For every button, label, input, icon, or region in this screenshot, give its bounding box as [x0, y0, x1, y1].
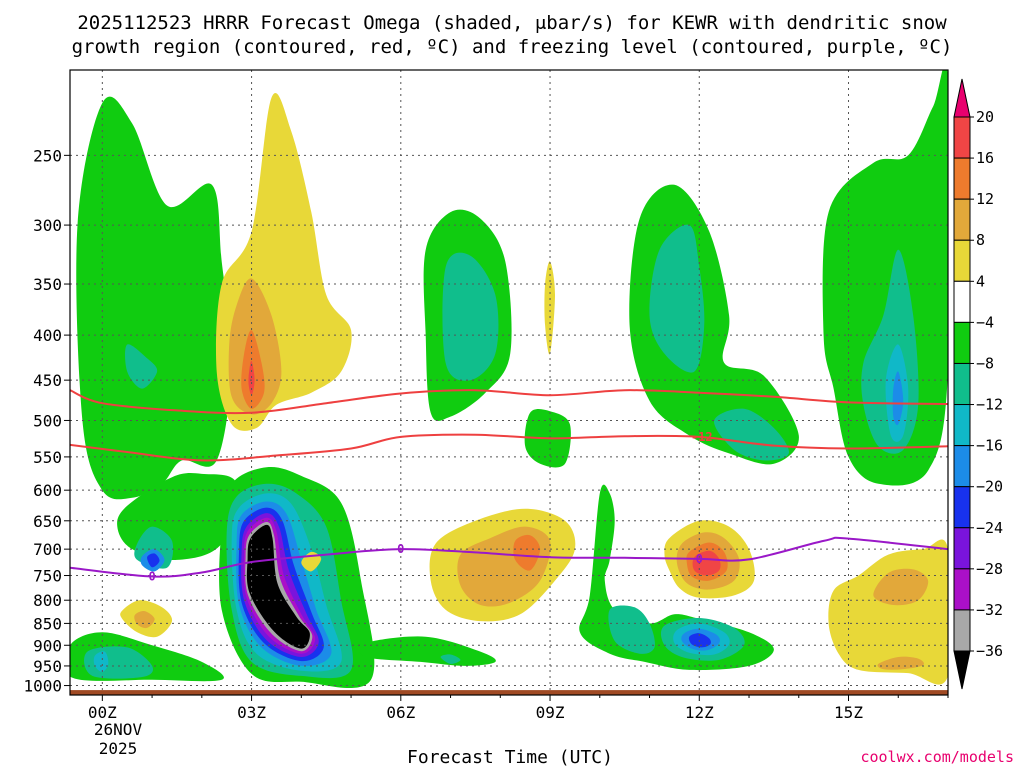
colorbar-segment-7 [953, 404, 971, 447]
x-tick-label-00Z: 00Z [88, 703, 117, 722]
x-tick-label-06Z: 06Z [386, 703, 415, 722]
freezing-label-06z: 0 [397, 542, 404, 556]
omega-region-31 [608, 605, 655, 654]
ground-surface [70, 690, 948, 695]
colorbar-label-12: 12 [976, 190, 994, 208]
x-axis-title: Forecast Time (UTC) [407, 747, 613, 768]
colorbar-label--4: −4 [976, 313, 994, 331]
colorbar-segment-1 [953, 157, 971, 200]
y-tick-label-600: 600 [33, 481, 62, 500]
chart-title-line-1: 2025112523 HRRR Forecast Omega (shaded, … [77, 12, 947, 34]
omega-region-54 [877, 656, 924, 670]
freezing-level-contour [70, 536, 948, 578]
omega-region-24 [649, 224, 705, 373]
plot-frame [69, 69, 949, 696]
omega-region-5 [147, 553, 160, 568]
omega-region-19 [442, 252, 499, 381]
colorbar-segment-8 [953, 445, 971, 488]
colorbar-segment-12 [953, 609, 971, 652]
y-tick-label-700: 700 [33, 540, 62, 559]
omega-region-47 [513, 534, 541, 571]
x-tick-label-15Z: 15Z [834, 703, 863, 722]
omega-region-40 [248, 360, 255, 396]
y-tick-label-550: 550 [33, 448, 62, 467]
x-tick-label-12Z: 12Z [685, 703, 714, 722]
chart-title-line-2: growth region (contoured, red, ºC) and f… [72, 36, 953, 58]
x-sublabel-year: 2025 [99, 739, 138, 758]
y-tick-label-400: 400 [33, 326, 62, 345]
pressure-axis: 250 300 350 400 450 500 550 600 650 700 750 800 850 9… [23, 146, 70, 696]
colorbar-label--24: −24 [976, 519, 1003, 537]
y-tick-label-950: 950 [33, 657, 62, 676]
x-tick-label-03Z: 03Z [237, 703, 266, 722]
omega-region-53 [873, 568, 929, 606]
time-axis: 00Z 03Z 06Z 09Z 12Z 15Z [88, 695, 949, 722]
omega-region-20 [358, 636, 496, 666]
colorbar-segment-4 [953, 280, 971, 323]
colorbar-segment-2 [953, 198, 971, 241]
dgz-lower-label: -12 [691, 430, 713, 444]
omega-region-0 [76, 96, 232, 500]
dgz-upper-contour [70, 389, 948, 415]
colorbar-segment-5 [953, 321, 971, 364]
freezing-label-00z: 0 [148, 570, 155, 584]
x-sublabel-date: 26NOV [94, 720, 143, 739]
omega-region-44 [544, 261, 555, 355]
y-tick-label-500: 500 [33, 411, 62, 430]
colorbar-label--32: −32 [976, 601, 1003, 619]
omega-region-8 [93, 651, 109, 672]
colorbar-label--28: −28 [976, 560, 1003, 578]
colorbar-label--20: −20 [976, 478, 1003, 496]
colorbar-label--16: −16 [976, 437, 1003, 455]
y-tick-label-300: 300 [33, 216, 62, 235]
y-tick-label-1000: 1000 [23, 677, 62, 696]
omega-region-1 [125, 344, 158, 389]
y-tick-label-800: 800 [33, 591, 62, 610]
colorbar-label--36: −36 [976, 642, 1003, 660]
y-tick-label-850: 850 [33, 614, 62, 633]
colorbar-top-arrow [953, 78, 971, 118]
colorbar-label--12: −12 [976, 396, 1003, 414]
y-tick-label-650: 650 [33, 512, 62, 531]
colorbar-label-4: 4 [976, 272, 985, 290]
colorbar-bottom-arrow [953, 650, 971, 690]
dgz-lower-contour [70, 433, 948, 462]
colorbar-label-16: 16 [976, 149, 994, 167]
credit-text: coolwx.com/models [860, 748, 1014, 766]
freezing-label-12z: 0 [696, 552, 703, 566]
colorbar-segment-3 [953, 239, 971, 282]
colorbar-segment-11 [953, 568, 971, 611]
x-tick-label-09Z: 09Z [536, 703, 565, 722]
y-tick-label-750: 750 [33, 567, 62, 586]
omega-region-25 [714, 408, 790, 461]
omega-region-21 [440, 654, 461, 664]
omega-region-29 [892, 371, 904, 426]
y-tick-label-350: 350 [33, 275, 62, 294]
y-tick-label-450: 450 [33, 371, 62, 390]
temperature-contours: -12 0 0 0 [70, 389, 948, 584]
colorbar-label-8: 8 [976, 231, 985, 249]
omega-region-35 [688, 633, 711, 648]
y-tick-label-900: 900 [33, 636, 62, 655]
omega-region-17 [246, 524, 310, 649]
colorbar-segment-6 [953, 362, 971, 406]
y-tick-label-250: 250 [33, 146, 62, 165]
colorbar-segment-10 [953, 527, 971, 570]
colorbar: 20 16 12 8 4 −4 −8 −12 −16 −20 −24 −28 −32 −36 [953, 78, 1003, 690]
colorbar-label--8: −8 [976, 354, 994, 372]
grid-lines [70, 70, 948, 695]
colorbar-segment-9 [953, 486, 971, 529]
colorbar-label-20: 20 [976, 108, 994, 126]
colorbar-segment-0 [953, 116, 971, 159]
omega-shading-layer [70, 70, 948, 689]
